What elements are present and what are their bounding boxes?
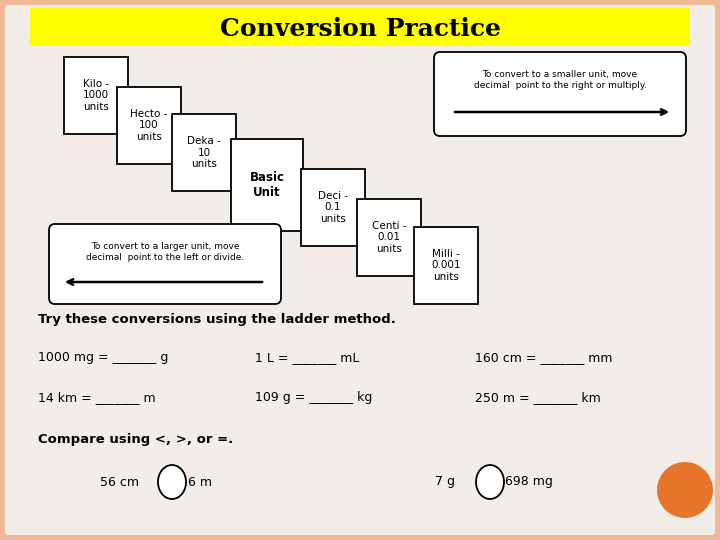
FancyBboxPatch shape (301, 169, 365, 246)
Text: Deka -
10
units: Deka - 10 units (187, 136, 221, 169)
Text: 698 mg: 698 mg (505, 476, 553, 489)
Ellipse shape (158, 465, 186, 499)
Text: 160 cm = _______ mm: 160 cm = _______ mm (475, 352, 613, 365)
FancyBboxPatch shape (231, 139, 303, 231)
Ellipse shape (476, 465, 504, 499)
Text: Basic
Unit: Basic Unit (250, 171, 284, 199)
FancyBboxPatch shape (30, 8, 690, 46)
FancyBboxPatch shape (172, 114, 236, 191)
Text: 109 g = _______ kg: 109 g = _______ kg (255, 392, 372, 404)
FancyBboxPatch shape (5, 5, 715, 535)
Text: Compare using <, >, or =.: Compare using <, >, or =. (38, 434, 233, 447)
FancyBboxPatch shape (49, 224, 281, 304)
Text: 1000 mg = _______ g: 1000 mg = _______ g (38, 352, 168, 365)
Text: Hecto -
100
units: Hecto - 100 units (130, 109, 168, 142)
Text: Try these conversions using the ladder method.: Try these conversions using the ladder m… (38, 314, 396, 327)
Text: 6 m: 6 m (188, 476, 212, 489)
FancyBboxPatch shape (357, 199, 421, 276)
Text: Milli -
0.001
units: Milli - 0.001 units (431, 249, 461, 282)
Circle shape (657, 462, 713, 518)
Text: 56 cm: 56 cm (100, 476, 139, 489)
Text: 1 L = _______ mL: 1 L = _______ mL (255, 352, 359, 365)
Text: Conversion Practice: Conversion Practice (220, 17, 500, 41)
Text: Kilo -
1000
units: Kilo - 1000 units (83, 79, 109, 112)
FancyBboxPatch shape (64, 57, 128, 134)
Text: 7 g: 7 g (435, 476, 455, 489)
Text: 250 m = _______ km: 250 m = _______ km (475, 392, 600, 404)
Text: 14 km = _______ m: 14 km = _______ m (38, 392, 156, 404)
Text: To convert to a larger unit, move
decimal  point to the left or divide.: To convert to a larger unit, move decima… (86, 242, 244, 262)
FancyBboxPatch shape (414, 227, 478, 304)
Text: To convert to a smaller unit, move
decimal  point to the right or multiply.: To convert to a smaller unit, move decim… (474, 70, 647, 90)
Text: Deci -
0.1
units: Deci - 0.1 units (318, 191, 348, 224)
FancyBboxPatch shape (434, 52, 686, 136)
FancyBboxPatch shape (117, 87, 181, 164)
Text: Centi -
0.01
units: Centi - 0.01 units (372, 221, 406, 254)
